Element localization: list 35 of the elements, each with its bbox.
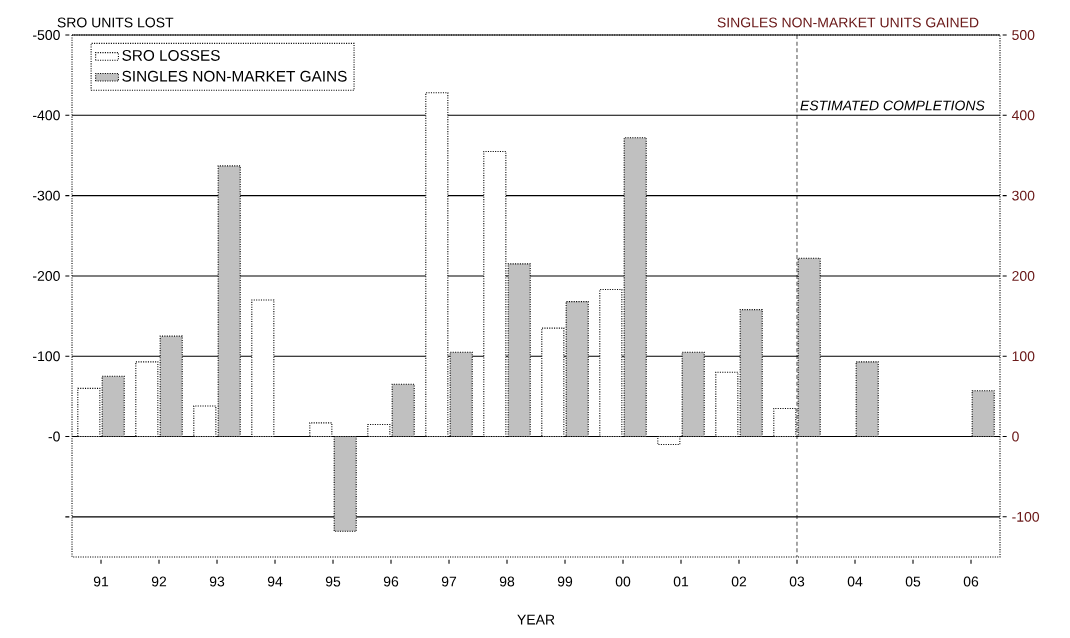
y2-axis-title: SINGLES NON-MARKET UNITS GAINED (717, 17, 979, 28)
x-tick-label: 98 (499, 576, 515, 587)
x-tick-label: 02 (731, 576, 747, 587)
y-tick-label: -500 (33, 30, 60, 40)
ref-line-label: ESTIMATED COMPLETIONS (800, 100, 985, 111)
y2-tick-label: -100 (1012, 511, 1040, 522)
x-tick-label: 94 (267, 576, 283, 587)
y-axis-title: SRO UNITS LOST (57, 17, 174, 28)
y2-tick-label: 500 (1012, 30, 1035, 40)
y-tick-label: -100 (33, 351, 60, 362)
legend-label: SINGLES NON-MARKET GAINS (122, 70, 347, 82)
x-tick-label: 97 (441, 576, 457, 587)
x-axis-title: YEAR (517, 614, 555, 625)
x-tick-label: 91 (93, 576, 109, 587)
x-tick-label: 93 (209, 576, 225, 587)
y-tick-label: -300 (33, 190, 60, 201)
x-tick-label: 99 (557, 576, 573, 587)
x-tick-label: 01 (673, 576, 689, 587)
x-tick-label: 06 (963, 576, 979, 587)
x-tick-label: 96 (383, 576, 399, 587)
y-tick-label: -0 (48, 431, 60, 442)
y2-tick-label: 400 (1011, 110, 1035, 121)
y2-tick-label: 200 (1012, 270, 1035, 281)
legend-label: SRO LOSSES (122, 50, 220, 61)
x-tick-label: 04 (847, 576, 863, 587)
y-tick-label: -200 (33, 270, 60, 281)
x-tick-label: 92 (151, 576, 167, 587)
x-tick-label: 95 (325, 576, 341, 587)
x-tick-label: 00 (615, 576, 631, 587)
x-tick-label: 05 (905, 576, 921, 587)
y2-tick-label: 300 (1012, 190, 1035, 201)
x-tick-label: 03 (789, 576, 805, 587)
y2-tick-label: 0 (1012, 431, 1019, 442)
y-tick-label: -400 (33, 110, 60, 121)
y2-tick-label: 100 (1012, 351, 1035, 362)
